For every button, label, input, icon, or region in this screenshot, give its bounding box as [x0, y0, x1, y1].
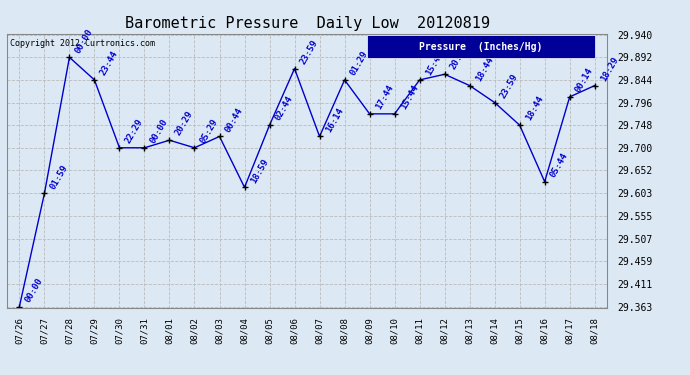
- Text: 00:00: 00:00: [74, 27, 95, 54]
- Text: 00:00: 00:00: [148, 117, 170, 145]
- Text: 05:44: 05:44: [549, 151, 570, 179]
- Text: 18:44: 18:44: [474, 55, 495, 83]
- Text: 00:44: 00:44: [224, 106, 245, 134]
- Text: 01:59: 01:59: [48, 163, 70, 191]
- Text: 00:14: 00:14: [574, 66, 595, 94]
- Text: 17:44: 17:44: [374, 83, 395, 111]
- Text: 02:44: 02:44: [274, 94, 295, 122]
- Text: 15:44: 15:44: [399, 83, 420, 111]
- Text: 01:29: 01:29: [348, 50, 370, 77]
- Text: Pressure  (Inches/Hg): Pressure (Inches/Hg): [420, 42, 543, 52]
- Text: 16:14: 16:14: [324, 106, 345, 134]
- Text: 22:29: 22:29: [124, 117, 145, 145]
- Text: 18:29: 18:29: [599, 55, 620, 83]
- FancyBboxPatch shape: [367, 35, 595, 58]
- Text: 23:59: 23:59: [499, 72, 520, 100]
- Text: 00:00: 00:00: [23, 276, 45, 304]
- Text: 20:14: 20:14: [448, 44, 470, 72]
- Text: 20:29: 20:29: [174, 110, 195, 138]
- Text: Copyright 2012 Curtronics.com: Copyright 2012 Curtronics.com: [10, 39, 155, 48]
- Text: 15:44: 15:44: [424, 50, 445, 77]
- Text: 18:59: 18:59: [248, 157, 270, 184]
- Title: Barometric Pressure  Daily Low  20120819: Barometric Pressure Daily Low 20120819: [125, 16, 489, 31]
- Text: 23:44: 23:44: [99, 50, 120, 77]
- Text: 23:59: 23:59: [299, 38, 320, 66]
- Text: 05:29: 05:29: [199, 117, 220, 145]
- Text: 18:44: 18:44: [524, 94, 545, 122]
